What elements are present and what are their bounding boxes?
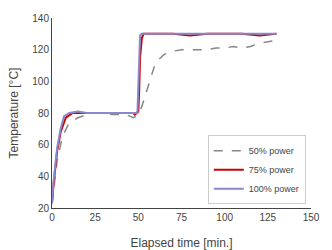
svg-text:25: 25 xyxy=(90,212,102,223)
svg-text:0: 0 xyxy=(49,212,55,223)
svg-text:75: 75 xyxy=(176,212,188,223)
svg-text:120: 120 xyxy=(32,44,49,55)
svg-text:140: 140 xyxy=(32,13,49,24)
svg-text:80: 80 xyxy=(38,108,50,119)
svg-text:50: 50 xyxy=(133,212,145,223)
svg-text:125: 125 xyxy=(259,212,276,223)
svg-text:100: 100 xyxy=(216,212,233,223)
svg-text:100: 100 xyxy=(32,76,49,87)
svg-text:150: 150 xyxy=(303,212,320,223)
svg-text:60: 60 xyxy=(38,139,50,150)
svg-text:Elapsed time [min.]: Elapsed time [min.] xyxy=(130,236,232,250)
svg-text:40: 40 xyxy=(38,171,50,182)
svg-text:100% power: 100% power xyxy=(249,184,299,194)
svg-text:75% power: 75% power xyxy=(249,165,294,175)
svg-text:20: 20 xyxy=(38,203,50,214)
svg-text:50% power: 50% power xyxy=(249,146,294,156)
svg-text:Temperature [°C]: Temperature [°C] xyxy=(7,68,21,159)
